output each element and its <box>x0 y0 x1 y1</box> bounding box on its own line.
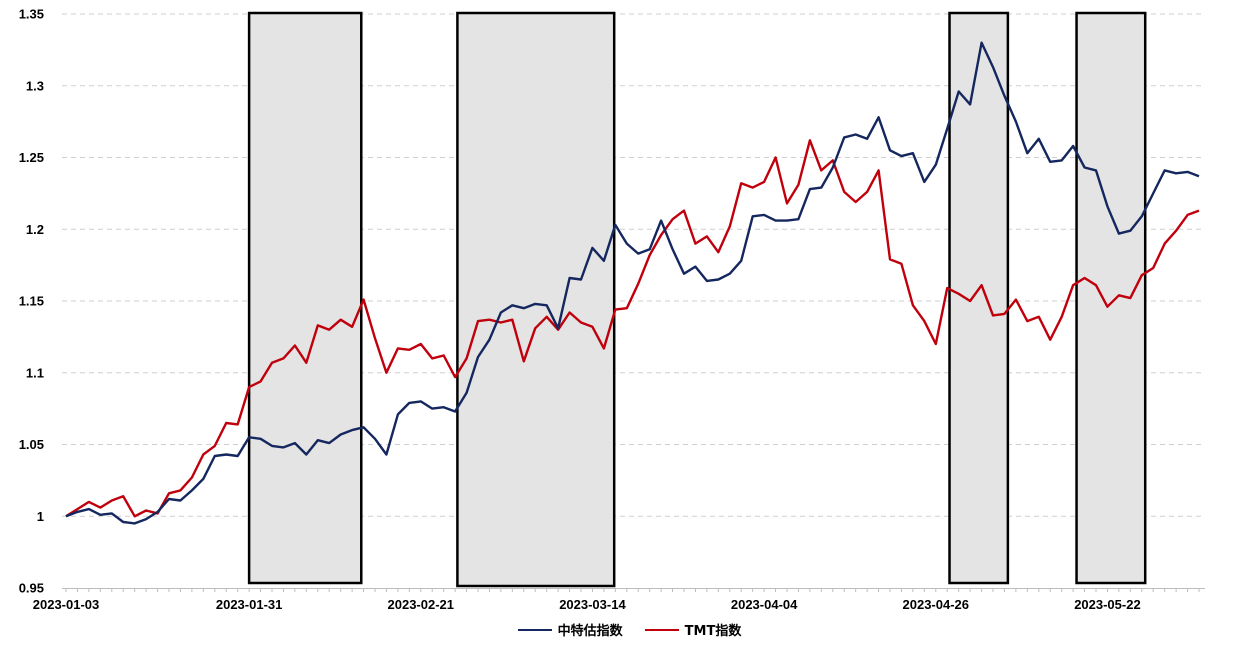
shaded-region <box>1075 11 1147 585</box>
legend-swatch-series-1 <box>517 628 552 631</box>
shaded-region <box>948 11 1010 585</box>
y-tick-label: 0.95 <box>19 581 44 596</box>
legend-item-series-1: 中特估指数 <box>517 620 623 639</box>
series-line <box>65 139 1200 518</box>
x-tick-label: 2023-04-04 <box>731 597 798 612</box>
legend-label-series-1: 中特估指数 <box>557 624 623 639</box>
legend-item-series-2: TMT指数 <box>644 620 742 639</box>
series-lines <box>65 41 1200 525</box>
legend-label-series-2: TMT指数 <box>684 624 742 639</box>
y-axis-ticks: 0.95 1 1.05 1.1 1.15 1.2 1.25 1.3 1.35 <box>19 7 44 596</box>
x-tick-label: 2023-02-21 <box>388 597 455 612</box>
y-tick-label: 1 <box>37 509 44 524</box>
y-tick-label: 1.15 <box>19 294 44 309</box>
gridlines <box>62 13 1205 517</box>
y-tick-label: 1.05 <box>19 437 44 452</box>
x-tick-label: 2023-04-26 <box>903 597 970 612</box>
x-tick-label: 2023-05-22 <box>1074 597 1141 612</box>
shaded-region <box>456 11 616 588</box>
shaded-regions <box>247 11 1147 588</box>
legend: 中特估指数 TMT指数 <box>0 620 1259 639</box>
legend-swatch-series-2 <box>644 628 679 631</box>
y-tick-label: 1.3 <box>26 78 44 93</box>
y-tick-label: 1.2 <box>26 222 44 237</box>
x-tick-label: 2023-01-03 <box>33 597 100 612</box>
x-tick-label: 2023-01-31 <box>216 597 283 612</box>
y-tick-label: 1.1 <box>26 365 44 380</box>
x-tick-label: 2023-03-14 <box>559 597 626 612</box>
x-axis-ticks: 2023-01-03 2023-01-31 2023-02-21 2023-03-14… <box>33 588 1200 612</box>
y-tick-label: 1.25 <box>19 150 44 165</box>
y-tick-label: 1.35 <box>19 7 44 22</box>
shaded-region <box>247 11 363 585</box>
series-line <box>65 41 1200 525</box>
